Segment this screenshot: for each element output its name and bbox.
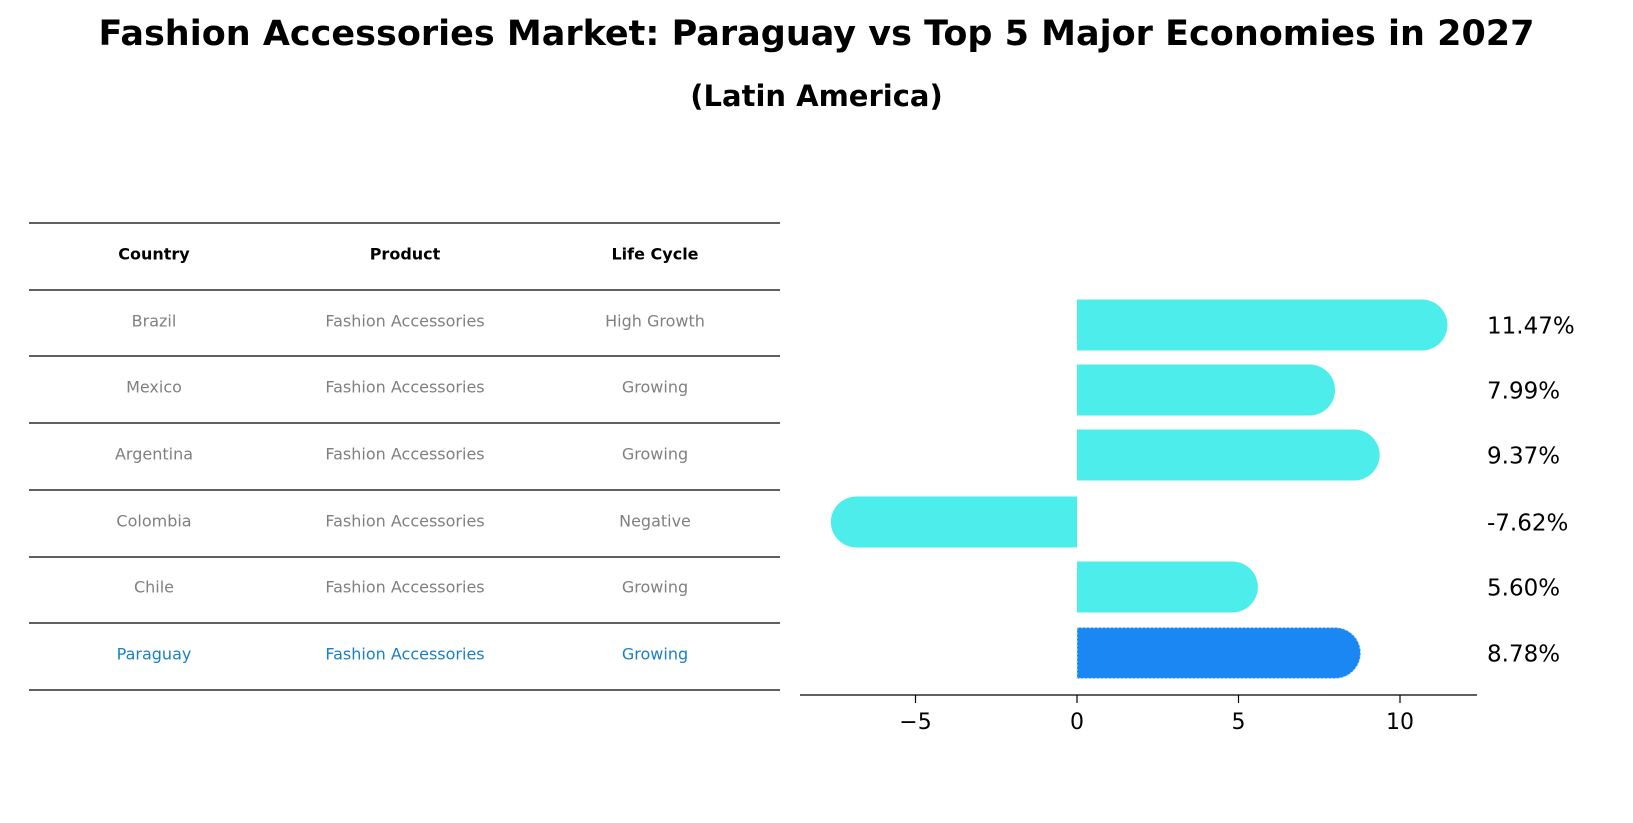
- x-tick-label: −5: [899, 710, 931, 735]
- bar: [1077, 299, 1448, 351]
- bar-value-label: 11.47%: [1487, 314, 1575, 340]
- table-cell: Brazil: [132, 312, 177, 331]
- table-cell: Growing: [622, 578, 688, 597]
- table-cell: Fashion Accessories: [325, 512, 484, 531]
- table-cell: Growing: [622, 378, 688, 397]
- x-tick-label: 10: [1386, 710, 1414, 735]
- table-cell: Chile: [134, 578, 174, 597]
- x-tick-label: 0: [1070, 710, 1084, 735]
- table-cell: Fashion Accessories: [325, 378, 484, 397]
- bar: [830, 496, 1077, 548]
- table-cell: Argentina: [115, 445, 193, 464]
- bar-value-label: -7.62%: [1487, 511, 1568, 537]
- chart-subtitle: (Latin America): [690, 79, 943, 113]
- table-cell: Fashion Accessories: [325, 312, 484, 331]
- table-header-cell: Product: [370, 245, 441, 264]
- bar: [1077, 429, 1380, 481]
- bar-value-label: 7.99%: [1487, 379, 1560, 405]
- table-cell: Growing: [622, 445, 688, 464]
- table-cell: Paraguay: [117, 645, 192, 664]
- table-cell: Fashion Accessories: [325, 645, 484, 664]
- bar: [1077, 364, 1336, 416]
- market-table: Country Product Life Cycle Brazil Fashion Ac…: [29, 222, 780, 691]
- table-cell: High Growth: [605, 312, 705, 331]
- table-cell: Colombia: [116, 512, 191, 531]
- table-cell: Fashion Accessories: [325, 578, 484, 597]
- table-cell: Fashion Accessories: [325, 445, 484, 464]
- table-header-cell: Country: [118, 245, 190, 264]
- chart-title: Fashion Accessories Market: Paraguay vs …: [98, 14, 1535, 54]
- table-cell: Negative: [619, 512, 691, 531]
- bar-value-label: 5.60%: [1487, 576, 1560, 602]
- bar-value-label: 8.78%: [1487, 642, 1560, 668]
- table-cell: Growing: [622, 645, 688, 664]
- x-tick-label: 5: [1232, 710, 1246, 735]
- bar-highlight: [1076, 626, 1362, 680]
- bar: [1077, 561, 1258, 613]
- bar-value-label: 9.37%: [1487, 444, 1560, 470]
- table-cell: Mexico: [126, 378, 182, 397]
- table-header-cell: Life Cycle: [611, 245, 698, 264]
- bar-chart: 11.47% 7.99% 9.37% -7.62% 5.60% 8.78% −5 0 5 10: [800, 299, 1575, 735]
